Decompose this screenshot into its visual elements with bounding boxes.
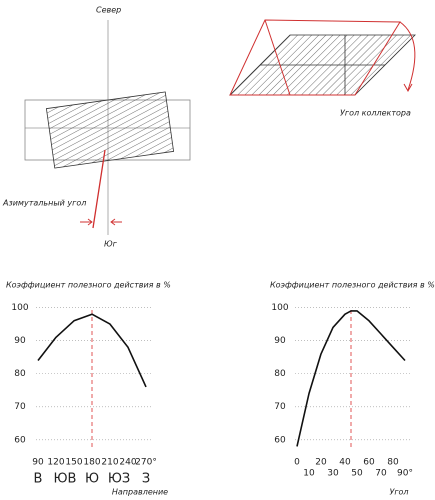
x-tick-label: 210 bbox=[101, 458, 118, 468]
x-tick-label: 80 bbox=[387, 458, 399, 468]
azimuth-label: Азимутальный угол bbox=[2, 199, 86, 208]
y-tick-label: 60 bbox=[14, 435, 26, 445]
y-tick-label: 80 bbox=[274, 369, 286, 379]
y-tick-label: 70 bbox=[14, 402, 26, 412]
direction-label: З bbox=[142, 472, 150, 487]
data-line bbox=[296, 310, 406, 447]
x-axis-label: Направление bbox=[112, 488, 168, 497]
direction-label: В bbox=[34, 472, 43, 487]
x-tick-label: 180 bbox=[83, 458, 100, 468]
x-tick-label: 90 bbox=[32, 458, 44, 468]
x-tick-label: 30 bbox=[327, 469, 339, 479]
x-tick-label: 120 bbox=[47, 458, 64, 468]
collector-angle-label: Угол коллектора bbox=[340, 109, 411, 118]
x-tick-label: 40 bbox=[339, 458, 351, 468]
y-tick-label: 60 bbox=[274, 435, 286, 445]
y-tick-label: 100 bbox=[11, 303, 28, 313]
x-axis-label: Угол bbox=[389, 488, 408, 497]
x-tick-label: 240 bbox=[119, 458, 136, 468]
y-tick-label: 70 bbox=[274, 402, 286, 412]
direction-label: Ю bbox=[85, 472, 99, 487]
y-tick-label: 80 bbox=[14, 369, 26, 379]
data-line bbox=[37, 313, 147, 388]
x-tick-label: 70 bbox=[375, 469, 387, 479]
collector-diagram: Угол коллектора bbox=[229, 19, 416, 118]
direction-label: ЮВ bbox=[54, 472, 77, 487]
x-tick-label: 150 bbox=[65, 458, 82, 468]
south-label: Юг bbox=[104, 240, 118, 249]
north-label: Север bbox=[96, 6, 121, 15]
chart-title: Коэффициент полезного действия в % bbox=[6, 281, 171, 290]
x-tick-label: 60 bbox=[363, 458, 375, 468]
y-tick-label: 90 bbox=[274, 336, 286, 346]
y-tick-label: 100 bbox=[271, 303, 288, 313]
x-tick-label: 0 bbox=[294, 458, 300, 468]
x-tick-label: 270° bbox=[135, 458, 157, 468]
chart-title: Коэффициент полезного действия в % bbox=[270, 281, 435, 290]
x-tick-label: 10 bbox=[303, 469, 315, 479]
azimuth-diagram: Север Азимутальный угол Юг bbox=[2, 6, 191, 249]
x-tick-label: 50 bbox=[351, 469, 363, 479]
x-tick-label: 20 bbox=[315, 458, 327, 468]
x-tick-label: 90° bbox=[397, 469, 413, 479]
y-tick-label: 90 bbox=[14, 336, 26, 346]
direction-label: ЮЗ bbox=[108, 472, 130, 487]
